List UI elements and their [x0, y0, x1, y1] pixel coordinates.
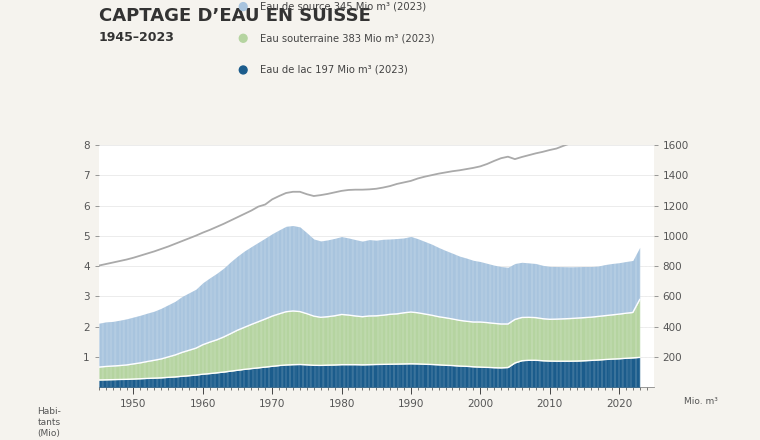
- Text: Eau souterraine 383 Mio m³ (2023): Eau souterraine 383 Mio m³ (2023): [260, 33, 435, 43]
- Text: Eau de source 345 Mio m³ (2023): Eau de source 345 Mio m³ (2023): [260, 2, 426, 11]
- Text: 1945–2023: 1945–2023: [99, 31, 175, 44]
- Text: Habi-
tants
(Mio): Habi- tants (Mio): [37, 407, 61, 438]
- Text: CAPTAGE D’EAU EN SUISSE: CAPTAGE D’EAU EN SUISSE: [99, 7, 371, 25]
- Text: Mio. m³: Mio. m³: [684, 397, 717, 406]
- Text: Eau de lac 197 Mio m³ (2023): Eau de lac 197 Mio m³ (2023): [260, 65, 407, 75]
